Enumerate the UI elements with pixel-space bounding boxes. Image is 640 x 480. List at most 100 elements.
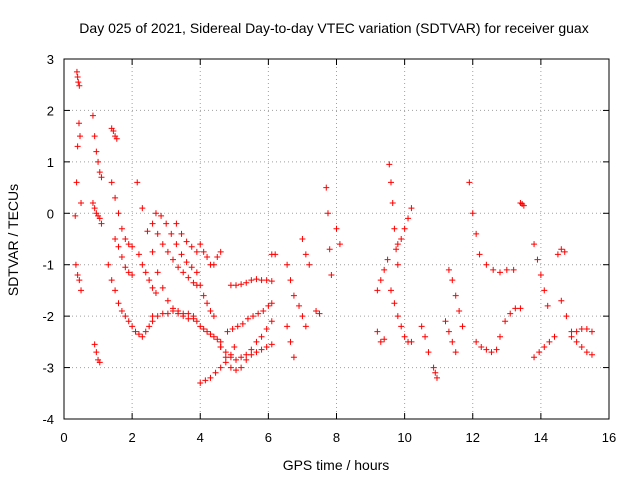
data-point-marker	[200, 292, 207, 299]
data-point-marker	[588, 328, 595, 335]
data-point-marker	[290, 354, 297, 361]
data-point-marker	[134, 179, 141, 186]
data-point-marker	[374, 328, 381, 335]
data-point-marker	[183, 259, 190, 266]
data-point-marker	[253, 349, 260, 356]
data-point-marker	[234, 323, 241, 330]
data-point-marker	[263, 326, 270, 332]
data-point-marker	[388, 179, 394, 186]
data-point-marker	[164, 248, 171, 255]
data-point-marker	[568, 333, 575, 340]
data-point-marker	[313, 308, 320, 314]
series-pass-03	[72, 261, 85, 294]
data-point-marker	[132, 328, 139, 335]
data-point-marker	[135, 331, 142, 338]
data-point-marker	[384, 256, 391, 263]
data-point-marker	[98, 174, 105, 181]
data-point-marker	[469, 210, 476, 217]
data-point-marker	[129, 323, 136, 330]
data-point-marker	[207, 374, 214, 381]
data-point-marker	[204, 254, 211, 260]
data-point-marker	[476, 251, 483, 258]
data-point-marker	[302, 251, 309, 258]
data-point-marker	[113, 135, 120, 142]
data-point-marker	[72, 212, 79, 219]
data-point-marker	[573, 328, 580, 335]
data-point-marker	[445, 328, 452, 335]
series-pass-27	[284, 261, 297, 299]
data-point-marker	[149, 284, 156, 291]
data-point-marker	[200, 248, 207, 255]
data-point-marker	[159, 241, 166, 248]
data-point-marker	[248, 346, 255, 353]
data-point-marker	[374, 287, 381, 294]
data-point-marker	[210, 333, 217, 340]
data-point-marker	[89, 200, 96, 206]
data-point-marker	[503, 266, 510, 273]
data-point-marker	[193, 318, 200, 325]
data-point-marker	[452, 349, 459, 356]
data-point-marker	[422, 333, 429, 340]
data-point-marker	[214, 336, 221, 343]
data-point-marker	[217, 364, 224, 371]
data-point-marker	[268, 278, 275, 285]
data-point-marker	[93, 148, 100, 155]
data-point-marker	[381, 336, 388, 343]
series-pass-43	[466, 179, 483, 258]
data-point-marker	[142, 269, 149, 276]
data-point-marker	[563, 313, 570, 320]
data-point-marker	[394, 313, 401, 320]
data-point-marker	[520, 202, 527, 209]
data-point-marker	[95, 158, 102, 165]
data-point-marker	[188, 264, 195, 271]
series-pass-33	[333, 225, 343, 248]
series-pass-08	[108, 179, 136, 250]
x-tick-label: 10	[397, 430, 411, 445]
data-point-marker	[238, 281, 245, 288]
data-point-marker	[430, 364, 437, 371]
data-point-marker	[74, 143, 81, 150]
series-pass-18	[197, 241, 224, 268]
data-point-marker	[253, 338, 260, 345]
data-point-marker	[89, 112, 96, 119]
data-point-marker	[296, 302, 303, 309]
data-point-marker	[287, 338, 294, 345]
data-point-marker	[583, 349, 590, 356]
data-point-marker	[178, 230, 185, 237]
data-point-marker	[248, 351, 255, 358]
data-point-marker	[125, 269, 132, 276]
data-point-marker	[112, 194, 119, 201]
data-point-marker	[328, 272, 335, 278]
data-point-marker	[204, 300, 211, 307]
series-pass-35	[374, 328, 388, 345]
data-point-marker	[272, 251, 279, 258]
series-pass-31	[313, 308, 323, 317]
data-point-marker	[490, 266, 497, 273]
data-point-marker	[268, 318, 275, 325]
data-point-marker	[149, 220, 156, 227]
data-point-marker	[183, 238, 190, 245]
data-point-marker	[466, 179, 473, 186]
data-point-marker	[77, 133, 84, 140]
series-pass-16	[149, 220, 200, 289]
y-tick-label: -3	[42, 361, 54, 376]
data-point-marker	[112, 287, 119, 294]
data-point-marker	[185, 274, 192, 281]
series-pass-17	[173, 220, 200, 255]
data-point-marker	[180, 310, 187, 317]
data-point-marker	[135, 251, 142, 258]
data-point-marker	[238, 354, 245, 361]
series-pass-12	[135, 251, 159, 296]
data-point-marker	[510, 266, 517, 273]
data-point-marker	[250, 313, 257, 320]
data-point-marker	[573, 338, 580, 345]
series-pass-50	[554, 246, 568, 258]
data-point-marker	[105, 261, 112, 268]
data-point-marker	[227, 282, 234, 289]
data-point-marker	[394, 261, 401, 268]
x-tick-label: 14	[534, 430, 548, 445]
series-pass-04	[89, 112, 105, 181]
data-point-marker	[537, 272, 544, 278]
data-point-marker	[91, 341, 98, 348]
